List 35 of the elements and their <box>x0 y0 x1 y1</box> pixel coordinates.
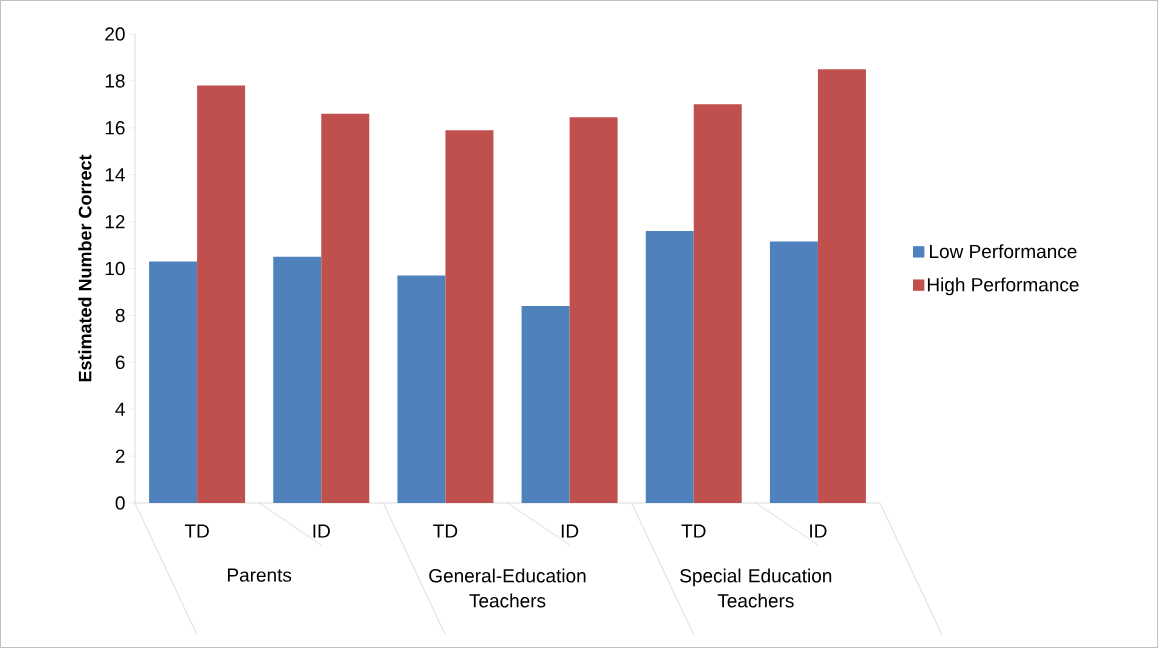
x-tick-label: ID <box>561 524 579 538</box>
y-tick-label: 6 <box>115 355 125 370</box>
bar <box>197 85 246 503</box>
text: General-Education Teachers <box>429 568 586 608</box>
x-tick-label: TD <box>681 524 706 538</box>
bar <box>817 69 866 503</box>
y-tick-label: 14 <box>105 168 125 182</box>
bar <box>693 104 742 503</box>
bar <box>569 117 618 503</box>
y-tick-label: 18 <box>105 74 125 88</box>
y-tick-label: 20 <box>105 27 125 41</box>
y-tick-label: 4 <box>115 402 125 416</box>
y-tick-label: 16 <box>105 121 125 135</box>
y-tick-label: 0 <box>115 496 125 510</box>
bar <box>445 130 494 503</box>
y-tick-label: 10 <box>105 261 125 276</box>
y-tick-label: 8 <box>115 308 125 323</box>
bar <box>645 230 694 503</box>
text: Parents <box>227 568 292 582</box>
text: Special Education Teachers <box>680 568 832 608</box>
bar <box>769 241 818 503</box>
x-tick-label: TD <box>184 524 209 538</box>
x-tick-label: TD <box>433 524 458 538</box>
bar <box>521 306 570 503</box>
legend-label: Low Performance <box>930 244 1077 259</box>
x-tick-label: ID <box>313 524 330 538</box>
x-tick-label: ID <box>810 524 827 538</box>
bar <box>149 261 198 503</box>
bar <box>397 275 446 503</box>
bar <box>321 113 370 503</box>
legend-label: High Performance <box>927 277 1079 296</box>
y-tick-label: 12 <box>105 214 125 229</box>
y-axis-title: Estimated Number Correct <box>78 154 92 382</box>
bar <box>273 256 322 503</box>
y-tick-label: 2 <box>115 449 125 463</box>
